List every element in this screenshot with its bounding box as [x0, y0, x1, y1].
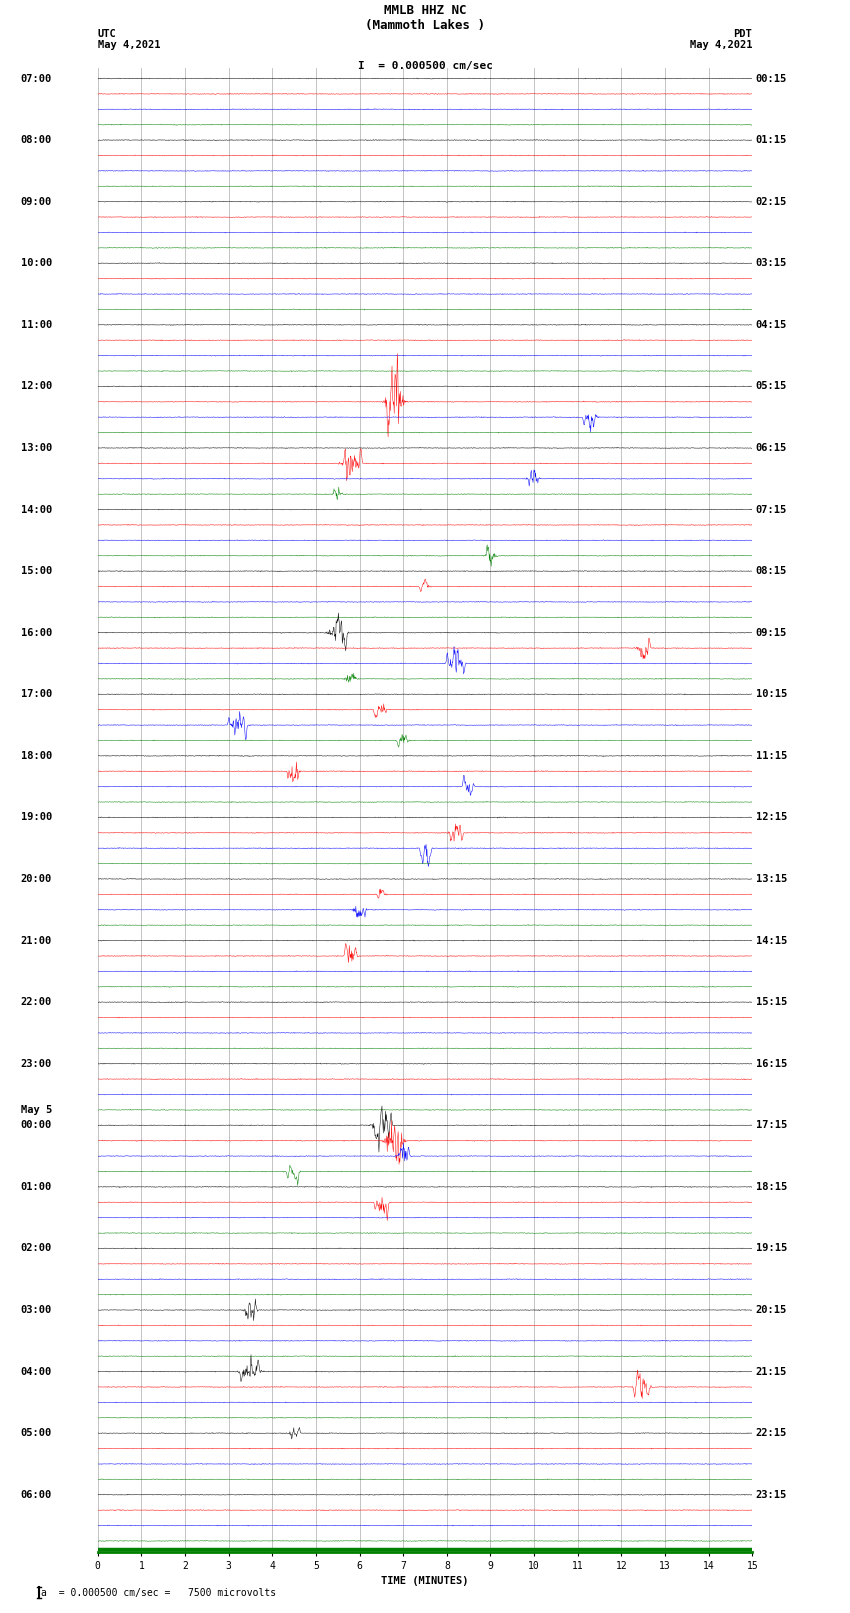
Text: 06:00: 06:00 [20, 1490, 52, 1500]
Text: 21:15: 21:15 [756, 1366, 787, 1376]
Text: 09:00: 09:00 [20, 197, 52, 206]
Text: 18:00: 18:00 [20, 750, 52, 761]
Text: 09:15: 09:15 [756, 627, 787, 637]
Text: a: a [41, 1589, 47, 1598]
Text: May 4,2021: May 4,2021 [98, 40, 161, 50]
Text: 02:00: 02:00 [20, 1244, 52, 1253]
Text: 08:15: 08:15 [756, 566, 787, 576]
Text: 23:00: 23:00 [20, 1058, 52, 1069]
Text: 04:00: 04:00 [20, 1366, 52, 1376]
Text: 18:15: 18:15 [756, 1182, 787, 1192]
Text: 07:15: 07:15 [756, 505, 787, 515]
Text: 12:00: 12:00 [20, 381, 52, 392]
Text: 04:15: 04:15 [756, 319, 787, 329]
Text: PDT: PDT [734, 29, 752, 39]
Text: 20:15: 20:15 [756, 1305, 787, 1315]
Text: 03:00: 03:00 [20, 1305, 52, 1315]
Text: 16:15: 16:15 [756, 1058, 787, 1069]
Text: 17:15: 17:15 [756, 1121, 787, 1131]
Text: 05:00: 05:00 [20, 1428, 52, 1439]
Text: 20:00: 20:00 [20, 874, 52, 884]
Text: May 5: May 5 [20, 1105, 52, 1115]
Text: 00:15: 00:15 [756, 74, 787, 84]
Text: = 0.000500 cm/sec =   7500 microvolts: = 0.000500 cm/sec = 7500 microvolts [47, 1589, 276, 1598]
Text: 06:15: 06:15 [756, 444, 787, 453]
Text: 05:15: 05:15 [756, 381, 787, 392]
Text: 14:15: 14:15 [756, 936, 787, 945]
Text: 19:00: 19:00 [20, 813, 52, 823]
Text: 11:15: 11:15 [756, 750, 787, 761]
Text: 22:00: 22:00 [20, 997, 52, 1007]
Text: 01:00: 01:00 [20, 1182, 52, 1192]
Text: May 4,2021: May 4,2021 [689, 40, 752, 50]
Text: 16:00: 16:00 [20, 627, 52, 637]
X-axis label: TIME (MINUTES): TIME (MINUTES) [382, 1576, 468, 1586]
Text: 10:15: 10:15 [756, 689, 787, 700]
Text: 00:00: 00:00 [20, 1121, 52, 1131]
Text: 10:00: 10:00 [20, 258, 52, 268]
Text: 14:00: 14:00 [20, 505, 52, 515]
Title: MMLB HHZ NC
(Mammoth Lakes ): MMLB HHZ NC (Mammoth Lakes ) [365, 3, 485, 32]
Text: 23:15: 23:15 [756, 1490, 787, 1500]
Text: 15:00: 15:00 [20, 566, 52, 576]
Text: 02:15: 02:15 [756, 197, 787, 206]
Text: 12:15: 12:15 [756, 813, 787, 823]
Text: 08:00: 08:00 [20, 135, 52, 145]
Text: UTC: UTC [98, 29, 116, 39]
Text: 21:00: 21:00 [20, 936, 52, 945]
Text: 22:15: 22:15 [756, 1428, 787, 1439]
Text: 15:15: 15:15 [756, 997, 787, 1007]
Text: 13:15: 13:15 [756, 874, 787, 884]
Text: 11:00: 11:00 [20, 319, 52, 329]
Text: 01:15: 01:15 [756, 135, 787, 145]
Text: 19:15: 19:15 [756, 1244, 787, 1253]
Text: 13:00: 13:00 [20, 444, 52, 453]
Text: 07:00: 07:00 [20, 74, 52, 84]
Text: I  = 0.000500 cm/sec: I = 0.000500 cm/sec [358, 61, 492, 71]
Text: 17:00: 17:00 [20, 689, 52, 700]
Text: 03:15: 03:15 [756, 258, 787, 268]
